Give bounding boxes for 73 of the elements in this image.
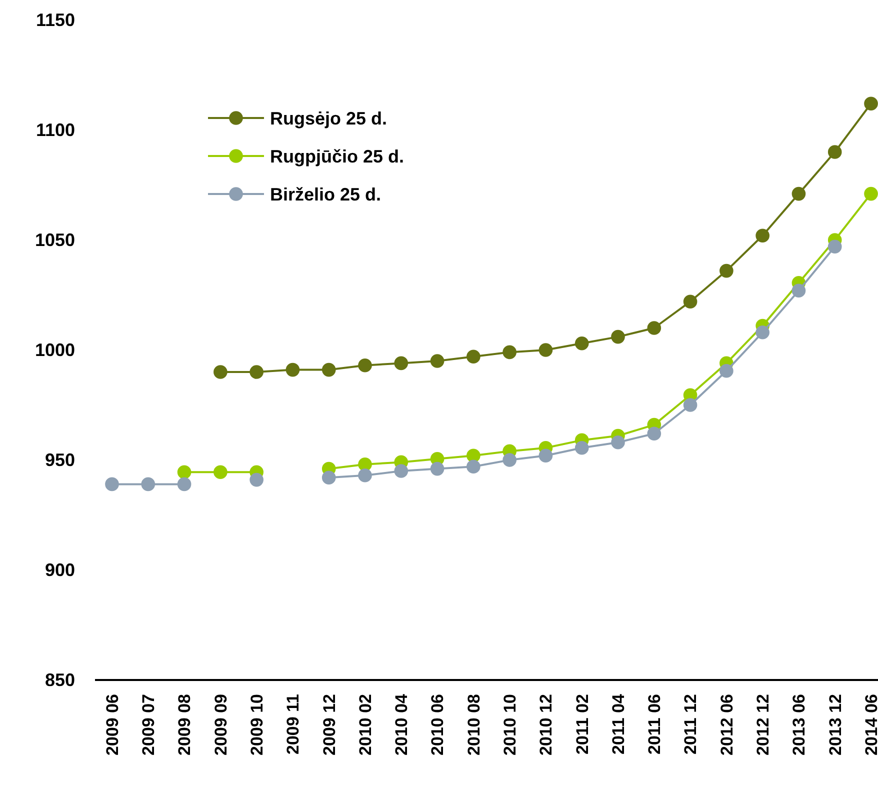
x-tick-label: 2009 08 [175, 694, 194, 756]
point [574, 336, 589, 350]
point [214, 465, 228, 479]
point [792, 186, 806, 201]
point [720, 264, 734, 278]
point [756, 228, 770, 242]
x-tick-label: 2009 10 [248, 694, 267, 756]
point [105, 477, 119, 492]
point [611, 436, 625, 450]
x-tick-label: 2014 06 [862, 694, 878, 756]
x-tick-label: 2010 06 [428, 694, 448, 756]
point [214, 365, 228, 379]
x-tick-label: 2013 12 [826, 694, 845, 756]
point [250, 472, 264, 487]
point [828, 145, 842, 159]
x-tick-label: 2009 12 [320, 694, 339, 756]
point [756, 326, 770, 340]
point [864, 186, 878, 201]
point [683, 294, 698, 308]
y-tick-label: 1100 [36, 120, 75, 140]
x-tick-label: 2011 02 [572, 694, 592, 755]
x-tick-label: 2010 04 [392, 693, 412, 756]
point [358, 468, 372, 482]
point [394, 464, 408, 478]
x-tick-label: 2012 12 [754, 694, 773, 756]
point [720, 364, 734, 378]
point [502, 453, 516, 467]
point [322, 470, 336, 484]
y-tick-label: 900 [44, 560, 75, 580]
point [177, 465, 192, 479]
point [466, 350, 480, 364]
point [647, 321, 662, 335]
point [828, 240, 842, 254]
x-tick-label: 2009 11 [284, 694, 303, 755]
point [864, 96, 878, 110]
x-tick-label: 2010 10 [500, 694, 520, 756]
x-tick-label: 2010 02 [356, 694, 375, 756]
point [538, 448, 553, 462]
y-tick-label: 850 [44, 670, 75, 690]
x-tick-label: 2010 08 [464, 694, 484, 756]
point [502, 345, 516, 360]
y-tick-label: 950 [44, 450, 75, 470]
point [466, 460, 480, 474]
point [574, 441, 589, 455]
point [647, 426, 662, 440]
x-tick-label: 2013 06 [790, 694, 809, 756]
point [394, 356, 408, 370]
y-tick-label: 1000 [34, 340, 75, 360]
point [683, 398, 698, 412]
x-tick-label: 2009 06 [102, 694, 122, 756]
x-tick-label: 2011 04 [608, 693, 628, 755]
legend-label: Rugpjūčio 25 d. [270, 146, 404, 166]
point [792, 284, 806, 298]
x-tick-label: 2009 09 [211, 694, 230, 756]
x-tick-label: 2011 12 [681, 694, 700, 755]
legend-label: Birželio 25 d. [270, 184, 382, 204]
y-tick-label: 1150 [36, 10, 75, 30]
x-tick-label: 2010 12 [536, 694, 556, 756]
y-tick-label: 1050 [34, 230, 75, 250]
point [430, 354, 444, 368]
point [141, 477, 156, 492]
x-tick-label: 2009 07 [139, 694, 158, 756]
x-tick-label: 2011 06 [645, 694, 664, 755]
x-tick-label: 2012 06 [717, 694, 736, 756]
point [286, 362, 300, 377]
point [250, 365, 264, 379]
legend-label: Rugsėjo 25 d. [270, 108, 388, 128]
point [322, 362, 336, 377]
point [611, 330, 625, 344]
point [177, 477, 192, 492]
point [358, 358, 372, 372]
point [430, 462, 444, 476]
point [538, 343, 553, 357]
